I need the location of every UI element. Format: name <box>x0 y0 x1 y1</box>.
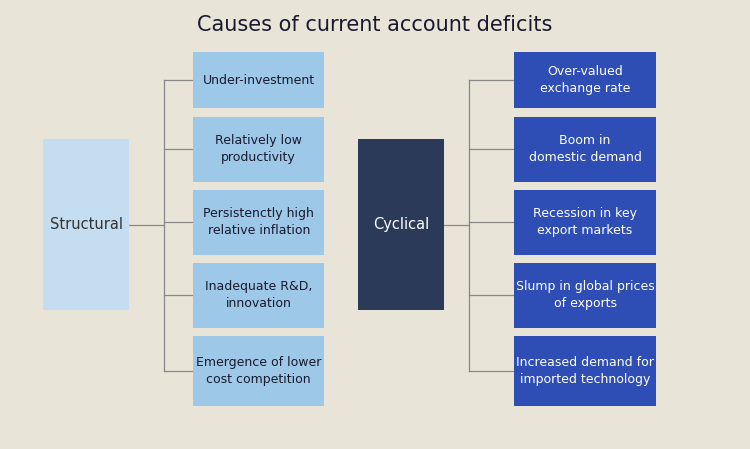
Text: Increased demand for
imported technology: Increased demand for imported technology <box>516 356 654 386</box>
FancyBboxPatch shape <box>514 263 656 328</box>
FancyBboxPatch shape <box>193 117 324 182</box>
FancyBboxPatch shape <box>514 117 656 182</box>
Text: Emergence of lower
cost competition: Emergence of lower cost competition <box>196 356 322 386</box>
Text: Boom in
domestic demand: Boom in domestic demand <box>529 134 641 164</box>
Text: Cyclical: Cyclical <box>374 217 429 232</box>
Text: Slump in global prices
of exports: Slump in global prices of exports <box>516 281 654 310</box>
FancyBboxPatch shape <box>514 53 656 109</box>
Text: Recession in key
export markets: Recession in key export markets <box>533 207 637 237</box>
FancyBboxPatch shape <box>193 336 324 406</box>
FancyBboxPatch shape <box>43 139 129 310</box>
Text: Over-valued
exchange rate: Over-valued exchange rate <box>540 66 630 95</box>
Text: Relatively low
productivity: Relatively low productivity <box>215 134 302 164</box>
FancyBboxPatch shape <box>193 190 324 255</box>
FancyBboxPatch shape <box>514 336 656 406</box>
Text: Causes of current account deficits: Causes of current account deficits <box>197 15 553 35</box>
FancyBboxPatch shape <box>193 53 324 109</box>
Text: Persistenctly high
relative inflation: Persistenctly high relative inflation <box>203 207 314 237</box>
Text: Structural: Structural <box>50 217 123 232</box>
Text: Under-investment: Under-investment <box>202 74 315 87</box>
FancyBboxPatch shape <box>358 139 444 310</box>
FancyBboxPatch shape <box>193 263 324 328</box>
FancyBboxPatch shape <box>514 190 656 255</box>
Text: Inadequate R&D,
innovation: Inadequate R&D, innovation <box>205 281 313 310</box>
